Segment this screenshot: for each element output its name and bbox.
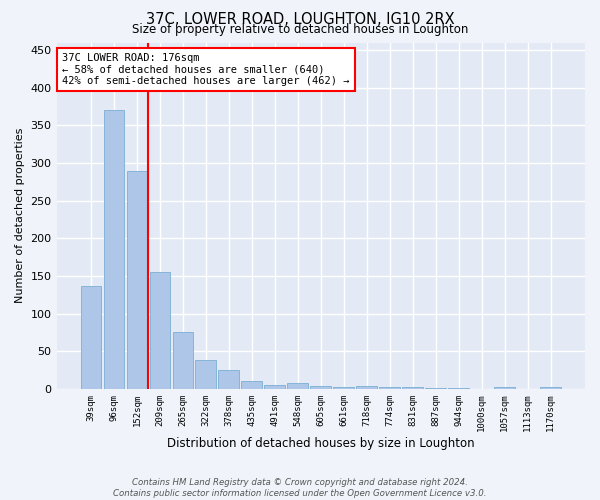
Text: Size of property relative to detached houses in Loughton: Size of property relative to detached ho…: [132, 24, 468, 36]
Bar: [287, 383, 308, 389]
Bar: [356, 386, 377, 389]
Bar: [425, 388, 446, 389]
Text: 37C, LOWER ROAD, LOUGHTON, IG10 2RX: 37C, LOWER ROAD, LOUGHTON, IG10 2RX: [146, 12, 454, 28]
Bar: [494, 386, 515, 389]
Bar: [80, 286, 101, 389]
Bar: [310, 386, 331, 389]
Bar: [173, 332, 193, 389]
Bar: [104, 110, 124, 389]
Bar: [218, 370, 239, 389]
X-axis label: Distribution of detached houses by size in Loughton: Distribution of detached houses by size …: [167, 437, 475, 450]
Bar: [403, 388, 423, 389]
Bar: [127, 172, 147, 389]
Bar: [448, 388, 469, 389]
Text: 37C LOWER ROAD: 176sqm
← 58% of detached houses are smaller (640)
42% of semi-de: 37C LOWER ROAD: 176sqm ← 58% of detached…: [62, 53, 349, 86]
Bar: [334, 386, 354, 389]
Bar: [265, 385, 285, 389]
Y-axis label: Number of detached properties: Number of detached properties: [15, 128, 25, 304]
Bar: [540, 386, 561, 389]
Bar: [196, 360, 216, 389]
Bar: [149, 272, 170, 389]
Bar: [379, 386, 400, 389]
Text: Contains HM Land Registry data © Crown copyright and database right 2024.
Contai: Contains HM Land Registry data © Crown c…: [113, 478, 487, 498]
Bar: [241, 382, 262, 389]
